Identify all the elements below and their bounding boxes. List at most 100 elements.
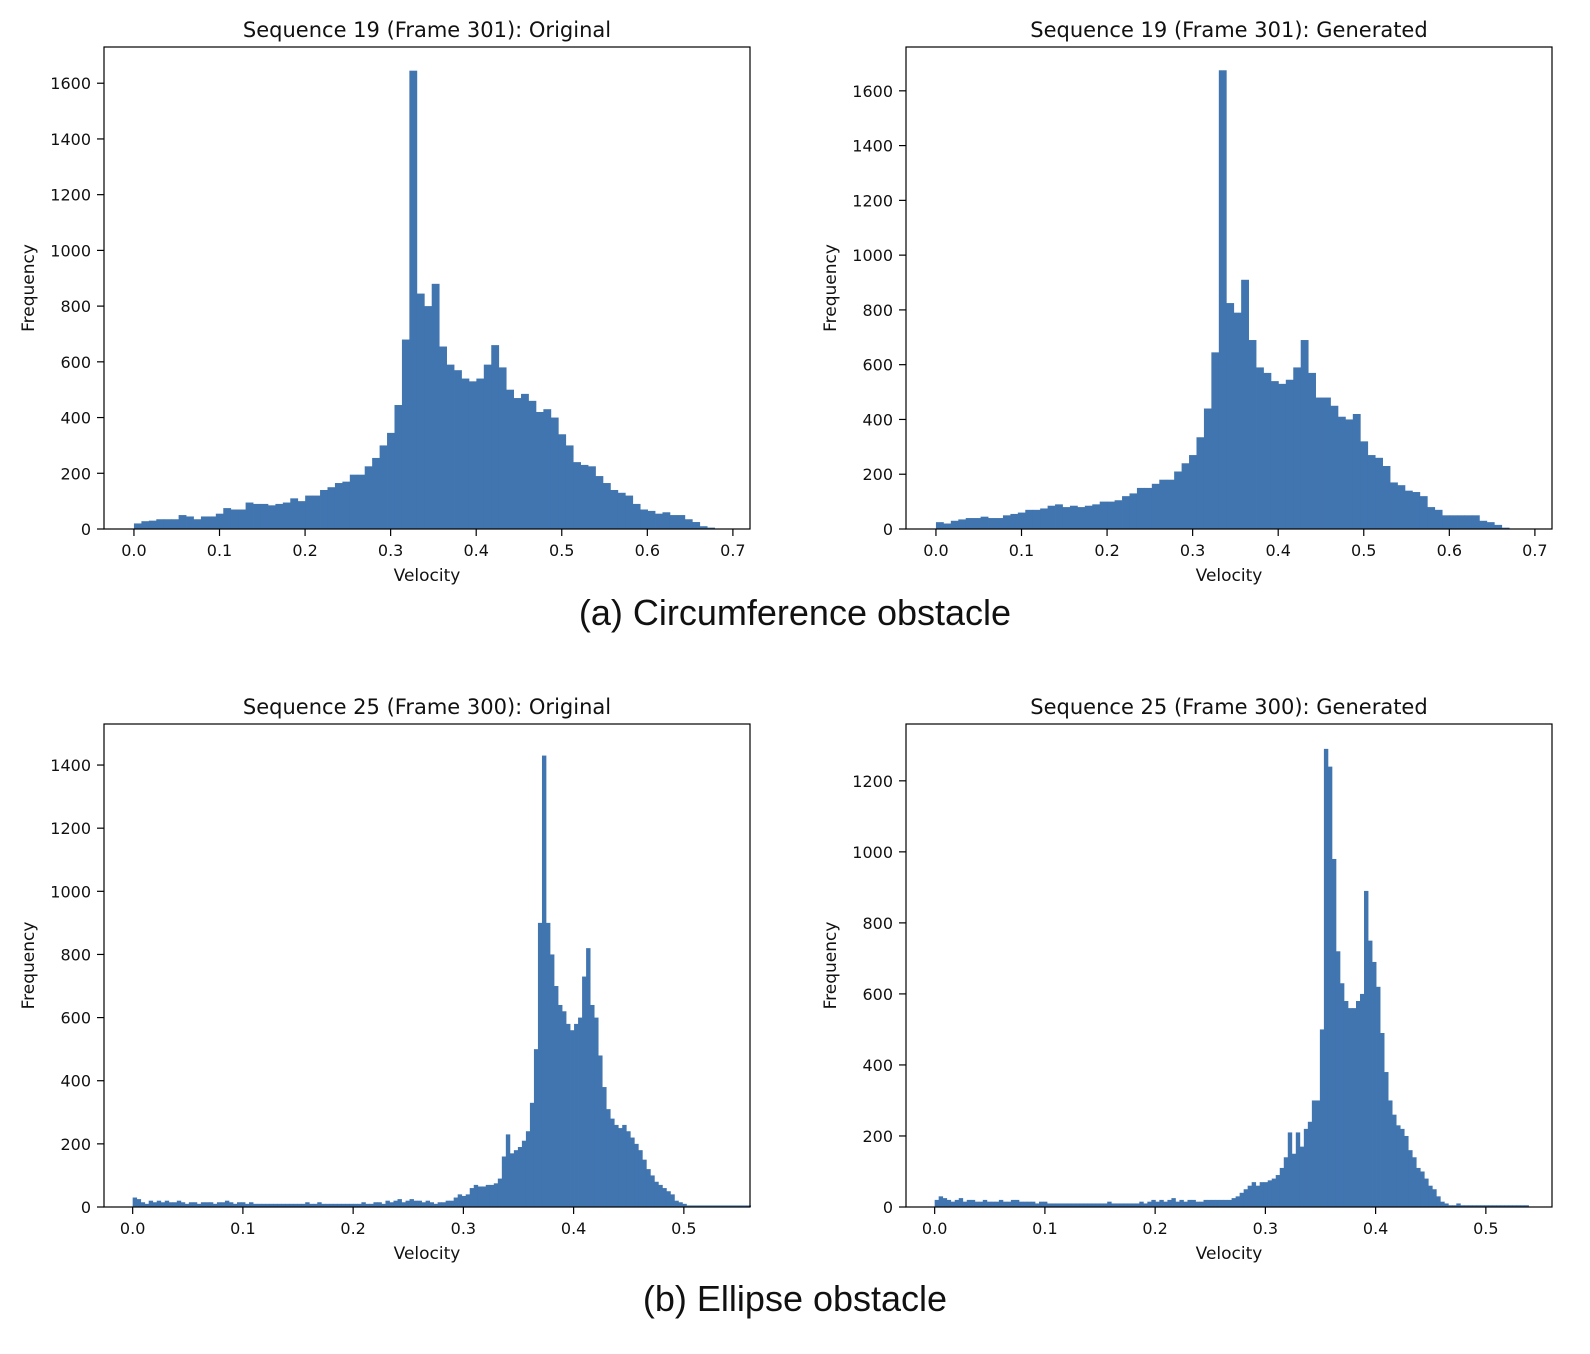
histogram-bar bbox=[476, 378, 485, 529]
histogram-bar bbox=[638, 1150, 643, 1207]
y-tick-label: 1200 bbox=[852, 191, 893, 210]
histogram-bar bbox=[236, 1202, 242, 1207]
histogram-bar bbox=[1175, 1201, 1180, 1207]
histogram-bar bbox=[934, 1199, 940, 1207]
histogram-bar bbox=[1520, 1205, 1525, 1207]
histogram-bar bbox=[1251, 1182, 1257, 1207]
x-tick-label: 0.5 bbox=[671, 1219, 696, 1238]
histogram-bar bbox=[1084, 505, 1093, 529]
histogram-bar bbox=[265, 1203, 270, 1207]
histogram-bar bbox=[702, 1205, 707, 1207]
histogram-bar bbox=[1263, 372, 1272, 529]
histogram-bar bbox=[1468, 1205, 1473, 1207]
histogram-bar bbox=[682, 1203, 687, 1207]
y-tick-label: 600 bbox=[862, 356, 893, 375]
histogram-bar bbox=[1211, 1199, 1216, 1207]
histogram-bar bbox=[453, 1197, 459, 1207]
histogram-bar bbox=[1155, 1201, 1160, 1207]
histogram-bar bbox=[1311, 1100, 1317, 1207]
histogram-bar bbox=[1291, 1153, 1297, 1207]
histogram-bar bbox=[935, 522, 944, 529]
x-tick-label: 0.1 bbox=[230, 1219, 255, 1238]
y-tick-label: 1400 bbox=[852, 137, 893, 156]
histogram-bar bbox=[176, 1200, 182, 1207]
histogram-bar bbox=[171, 519, 180, 529]
histogram-bar bbox=[377, 1202, 382, 1207]
histogram-bar bbox=[1343, 1001, 1349, 1207]
x-tick-label: 0.1 bbox=[1032, 1219, 1057, 1238]
histogram-bar bbox=[1382, 466, 1391, 529]
histogram-bar bbox=[277, 1203, 282, 1207]
histogram-bar bbox=[140, 1202, 146, 1207]
histogram-bar bbox=[1199, 1201, 1204, 1207]
x-tick-label: 0.2 bbox=[340, 1219, 365, 1238]
histogram-bar bbox=[1330, 405, 1339, 529]
histogram-bar bbox=[694, 1205, 699, 1207]
x-tick-label: 0.7 bbox=[1522, 541, 1547, 560]
x-tick-label: 0.3 bbox=[1253, 1219, 1278, 1238]
histogram-bar bbox=[461, 1195, 467, 1207]
histogram-bar bbox=[574, 1023, 579, 1207]
histogram-bar bbox=[1203, 1199, 1208, 1207]
histogram-bars bbox=[935, 70, 1510, 529]
histogram-bar bbox=[381, 1203, 386, 1207]
histogram-bar bbox=[690, 1205, 695, 1207]
x-tick-label: 0.5 bbox=[549, 541, 574, 560]
y-tick-label: 200 bbox=[60, 464, 91, 483]
histogram-bar bbox=[684, 519, 693, 529]
histogram-bar bbox=[485, 1184, 491, 1207]
x-tick-label: 0.4 bbox=[1265, 541, 1290, 560]
y-tick-label: 600 bbox=[862, 985, 893, 1004]
histogram-bar bbox=[1331, 858, 1337, 1207]
histogram-bar bbox=[1144, 487, 1153, 529]
histogram-bar bbox=[409, 70, 418, 530]
histogram-bar bbox=[498, 367, 507, 529]
histogram-bar bbox=[468, 381, 477, 529]
histogram-bar bbox=[1404, 1135, 1409, 1207]
x-tick-label: 0.7 bbox=[720, 541, 745, 560]
histogram-bar bbox=[497, 1178, 503, 1207]
histogram-bar bbox=[501, 1156, 507, 1207]
histogram-bar bbox=[285, 1203, 290, 1207]
histogram-bar bbox=[1464, 515, 1473, 529]
histogram-bar bbox=[1319, 1029, 1325, 1207]
x-tick-label: 0.5 bbox=[1473, 1219, 1498, 1238]
histogram-bar bbox=[293, 1203, 298, 1207]
histogram-bar bbox=[489, 1184, 495, 1207]
histogram-bar bbox=[654, 1181, 659, 1207]
histogram-bar bbox=[692, 522, 701, 529]
histogram-bar bbox=[425, 1200, 430, 1207]
histogram-bar bbox=[1166, 479, 1175, 529]
x-tick-label: 0.3 bbox=[1180, 541, 1205, 560]
histogram-bar bbox=[1191, 1199, 1196, 1207]
histogram-bar bbox=[433, 1203, 439, 1207]
histogram-bar bbox=[1464, 1205, 1469, 1207]
histogram-bar bbox=[1196, 437, 1205, 529]
x-tick-label: 0.0 bbox=[121, 541, 146, 560]
histogram-bar bbox=[1189, 455, 1197, 529]
x-tick-label: 0.2 bbox=[1094, 541, 1119, 560]
y-axis-label: Frequency bbox=[821, 244, 841, 332]
histogram-bar bbox=[974, 1201, 980, 1207]
histogram-bar bbox=[726, 1205, 731, 1207]
y-tick-label: 1400 bbox=[50, 130, 91, 149]
histogram-bar bbox=[361, 1202, 366, 1207]
x-tick-label: 0.0 bbox=[923, 541, 948, 560]
histogram-bar bbox=[1017, 512, 1026, 529]
histogram-bar bbox=[647, 510, 656, 529]
histogram-bar bbox=[562, 1011, 567, 1207]
histogram-bar bbox=[513, 1150, 519, 1207]
histogram-bar bbox=[658, 1184, 663, 1207]
histogram-bar bbox=[1299, 1146, 1305, 1208]
histogram-bar bbox=[1351, 1008, 1357, 1207]
x-axis-label: Velocity bbox=[394, 566, 461, 586]
histogram-bar bbox=[193, 519, 202, 529]
histogram-bar bbox=[245, 502, 254, 529]
histogram-bar bbox=[1129, 493, 1138, 529]
histogram-bar bbox=[249, 1202, 254, 1207]
histogram-bar bbox=[353, 1203, 358, 1207]
histogram-bar bbox=[493, 1183, 499, 1207]
histogram-bar bbox=[602, 483, 611, 529]
histogram-bar bbox=[220, 1202, 226, 1207]
histogram-bar bbox=[1147, 1201, 1152, 1207]
